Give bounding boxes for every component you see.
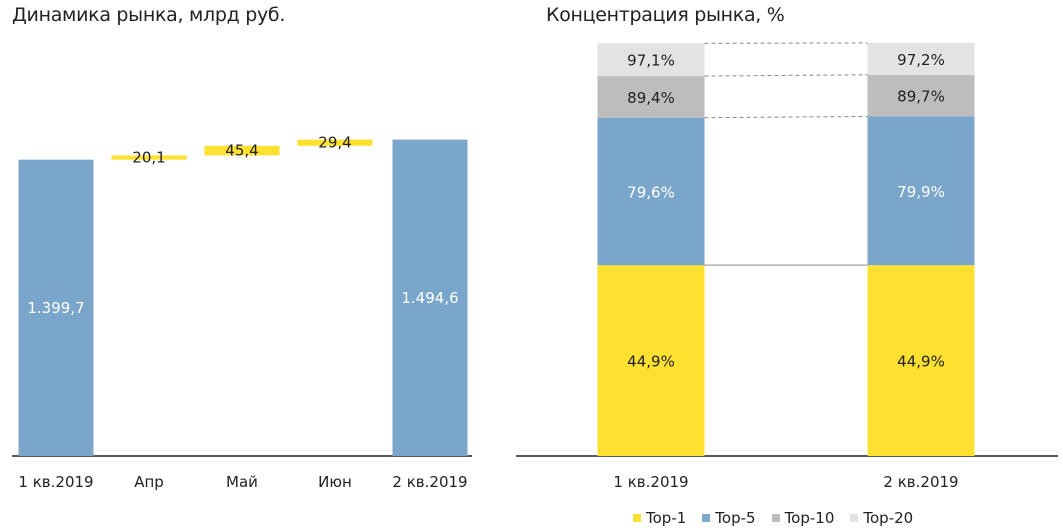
waterfall-chart-title: Динамика рынка, млрд руб. xyxy=(12,4,286,26)
segment-label-Top-20-0: 97,1% xyxy=(627,52,675,70)
data-label-4: 1.494,6 xyxy=(401,289,458,307)
segment-Top-5-0 xyxy=(597,117,705,266)
legend-swatch-Top-1 xyxy=(633,514,641,522)
segment-label-Top-20-1: 97,2% xyxy=(897,51,945,69)
segment-Top-1-0 xyxy=(597,265,705,456)
segment-Top-10-1 xyxy=(867,74,975,117)
segment-label-Top-1-0: 44,9% xyxy=(627,353,675,371)
segment-Top-5-1 xyxy=(867,116,975,266)
connector-Top-5 xyxy=(704,115,868,119)
bar-1 xyxy=(111,155,187,160)
segment-Top-1-1 xyxy=(867,265,975,456)
legend-item-Top-10: Top-10 xyxy=(771,509,835,527)
legend-item-Top-5: Top-5 xyxy=(702,509,756,527)
concentration-chart-title: Концентрация рынка, % xyxy=(546,4,785,26)
legend-swatch-Top-20 xyxy=(850,514,859,522)
chart-legend: Top-1 Top-5 Top-10 Top-20 xyxy=(633,509,913,527)
bar-3 xyxy=(297,139,373,146)
segment-label-Top-10-1: 89,7% xyxy=(897,88,945,106)
data-label-1: 20,1 xyxy=(132,149,165,167)
segment-label-Top-10-0: 89,4% xyxy=(627,89,675,107)
x-tick-label-0: 1 кв.2019 xyxy=(18,473,93,491)
x-tick-label-4: 2 кв.2019 xyxy=(392,473,467,491)
segment-label-Top-5-1: 79,9% xyxy=(897,183,945,201)
x-tick-label-1: Апр xyxy=(134,473,164,491)
bar-2 xyxy=(204,145,280,156)
data-label-2: 45,4 xyxy=(225,142,258,160)
data-label-0: 1.399,7 xyxy=(27,299,84,317)
legend-item-Top-20: Top-20 xyxy=(850,509,913,527)
legend-label-Top-10: Top-10 xyxy=(784,509,835,527)
segment-Top-20-1 xyxy=(867,42,975,75)
segment-label-Top-1-1: 44,9% xyxy=(897,353,945,371)
segment-Top-20-0 xyxy=(597,43,705,77)
legend-swatch-Top-5 xyxy=(702,514,711,522)
legend-label-Top-20: Top-20 xyxy=(863,509,914,527)
segment-label-Top-5-0: 79,6% xyxy=(627,183,675,201)
x-tick-label-2-1: 2 кв.2019 xyxy=(883,473,958,491)
segment-Top-10-0 xyxy=(597,76,705,118)
legend-swatch-Top-10 xyxy=(771,514,780,522)
legend-label-Top-5: Top-5 xyxy=(715,509,756,527)
market-dynamics-waterfall-chart: 1.399,7 1 кв.2019 20,1 Апр 45,4 Май 29,4 Июн 1.4… xyxy=(12,134,472,491)
data-label-3: 29,4 xyxy=(318,134,351,152)
legend-item-Top-1: Top-1 xyxy=(633,509,686,527)
legend-label-Top-1: Top-1 xyxy=(646,509,687,527)
bar-0 xyxy=(18,159,94,456)
connector-Top-10 xyxy=(704,74,868,77)
x-tick-label-2: Май xyxy=(226,473,258,491)
bar-4 xyxy=(392,139,468,456)
x-tick-label-2-0: 1 кв.2019 xyxy=(613,473,688,491)
x-tick-label-3: Июн xyxy=(318,473,352,491)
